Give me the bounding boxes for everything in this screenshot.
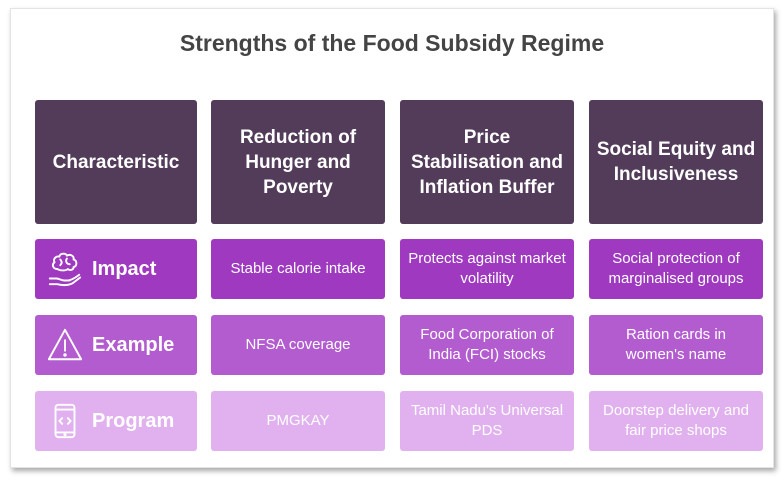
cell-impact-hunger: Stable calorie intake — [211, 239, 385, 299]
cell-text: Food Corporation of India (FCI) stocks — [420, 326, 554, 363]
header-label: Price Stabilisation and Inflation Buffer — [410, 126, 564, 198]
cell-text: Social protection of marginalised groups — [608, 250, 744, 287]
mobile-code-icon — [46, 402, 84, 440]
header-social-equity: Social Equity and Inclusiveness — [589, 100, 763, 224]
cell-text: Ration cards in women's name — [625, 326, 727, 363]
header-hunger-poverty: Reduction of Hunger and Poverty — [211, 100, 385, 224]
row-label-example: Example — [35, 315, 197, 375]
cell-text: Doorstep delivery and fair price shops — [603, 402, 749, 439]
cell-text: PMGKAY — [266, 412, 330, 429]
row-label-impact: Impact — [35, 239, 197, 299]
warning-triangle-icon — [46, 326, 84, 364]
cell-program-equity: Doorstep delivery and fair price shops — [589, 391, 763, 451]
row-label-text: Example — [92, 333, 175, 356]
cell-impact-price: Protects against market volatility — [400, 239, 574, 299]
header-characteristic: Characteristic — [35, 100, 197, 224]
cell-text: NFSA coverage — [245, 336, 351, 353]
cell-text: Stable calorie intake — [230, 260, 366, 277]
cell-example-equity: Ration cards in women's name — [589, 315, 763, 375]
row-label-text: Impact — [92, 257, 157, 280]
cell-program-hunger: PMGKAY — [211, 391, 385, 451]
header-label: Social Equity and Inclusiveness — [596, 139, 756, 185]
diagram-title: Strengths of the Food Subsidy Regime — [179, 30, 605, 56]
header-label: Characteristic — [52, 151, 180, 173]
cell-impact-equity: Social protection of marginalised groups — [589, 239, 763, 299]
cell-example-hunger: NFSA coverage — [211, 315, 385, 375]
cell-text: Protects against market volatility — [408, 250, 566, 287]
row-label-program: Program — [35, 391, 197, 451]
header-price-stabilisation: Price Stabilisation and Inflation Buffer — [400, 100, 574, 224]
cell-example-price: Food Corporation of India (FCI) stocks — [400, 315, 574, 375]
header-label: Reduction of Hunger and Poverty — [239, 126, 357, 198]
cell-text: Tamil Nadu's Universal PDS — [410, 402, 564, 439]
brain-hand-icon — [46, 250, 84, 288]
cell-program-price: Tamil Nadu's Universal PDS — [400, 391, 574, 451]
row-label-text: Program — [92, 409, 175, 432]
